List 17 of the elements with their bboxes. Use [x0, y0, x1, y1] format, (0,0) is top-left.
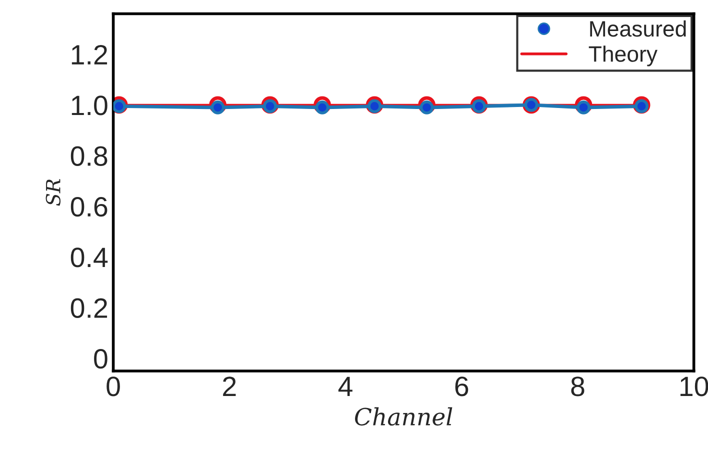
x-tick-label: 6 [455, 376, 468, 396]
y-tick-label: 0.8 [70, 146, 108, 166]
y-tick-label: 1.2 [72, 44, 108, 64]
legend-label: Measured [590, 20, 686, 37]
x-tick-label: 2 [223, 376, 236, 396]
x-tick-label: 8 [571, 376, 584, 396]
y-tick-label: 0 [94, 348, 108, 369]
x-tick-label: 10 [680, 376, 708, 396]
y-tick-label: 0.2 [70, 298, 108, 318]
y-tick-label: 1.0 [72, 96, 108, 116]
x-axis-title: Channel [355, 407, 452, 426]
legend-label: Theory [588, 46, 658, 66]
y-tick-label: 0.6 [70, 196, 108, 217]
x-tick-label: 0 [106, 376, 120, 396]
y-tick-label: 0.4 [70, 248, 108, 268]
x-tick-label: 4 [338, 376, 352, 396]
y-axis-title: SR [46, 179, 60, 206]
